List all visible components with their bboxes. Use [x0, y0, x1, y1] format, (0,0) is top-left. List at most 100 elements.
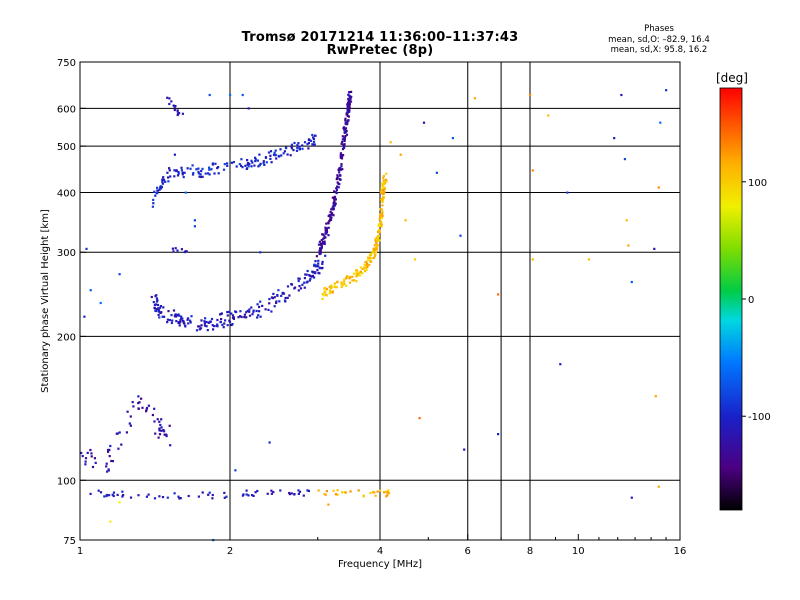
echo-point: [298, 147, 301, 151]
echo-point: [161, 181, 164, 184]
echo-point: [332, 489, 335, 492]
echo-point: [345, 284, 348, 287]
echo-point: [152, 198, 155, 201]
x-tick-label: 4: [377, 546, 383, 557]
echo-point: [251, 161, 254, 164]
echo-point: [173, 153, 176, 156]
echo-point: [187, 317, 190, 320]
echo-point: [197, 172, 200, 175]
echo-point: [162, 306, 165, 309]
echo-point: [275, 157, 278, 160]
echo-point: [168, 102, 171, 106]
echo-point: [363, 270, 367, 273]
echo-point: [371, 491, 374, 494]
echo-point: [308, 279, 311, 282]
y-tick-label: 500: [57, 142, 76, 153]
echo-point: [297, 142, 300, 145]
echo-point: [242, 493, 245, 496]
echo-point: [264, 156, 268, 159]
echo-point: [108, 448, 111, 451]
echo-point: [155, 297, 158, 300]
echo-point: [380, 225, 383, 228]
echo-point: [355, 269, 358, 272]
echo-point: [298, 285, 301, 288]
echo-point: [335, 187, 338, 190]
echo-point: [105, 465, 108, 468]
echo-point: [312, 136, 315, 139]
echo-point: [352, 272, 355, 275]
echo-point: [247, 107, 250, 110]
echo-point: [160, 429, 163, 432]
echo-point: [156, 303, 160, 307]
echo-point: [166, 321, 169, 324]
echo-point: [340, 285, 343, 289]
echo-point: [342, 145, 345, 148]
echo-point: [379, 213, 382, 216]
echo-point: [341, 282, 345, 285]
echo-point: [349, 490, 352, 493]
echo-point: [341, 168, 344, 171]
echo-point: [365, 262, 369, 265]
echo-point: [367, 258, 370, 261]
echo-point: [313, 263, 316, 266]
echo-point: [118, 501, 121, 504]
echo-point: [254, 160, 257, 163]
stats-line-o: mean, sd,O: –82.9, 16.4: [608, 35, 710, 45]
echo-point: [198, 328, 201, 331]
echo-point: [210, 168, 213, 171]
echo-point: [273, 151, 276, 154]
echo-point: [376, 490, 379, 493]
echo-point: [356, 273, 359, 276]
echo-point: [103, 495, 106, 498]
echo-point: [245, 493, 248, 496]
echo-point: [317, 489, 320, 492]
echo-point: [369, 491, 372, 495]
echo-point: [137, 402, 140, 405]
echo-point: [340, 163, 343, 166]
echo-point: [250, 165, 253, 168]
echo-point: [179, 319, 182, 322]
echo-point: [232, 316, 235, 319]
echo-point: [343, 137, 346, 140]
echo-point: [288, 294, 291, 297]
echo-point: [180, 169, 183, 172]
echo-point: [374, 247, 377, 250]
echo-point: [381, 182, 385, 185]
echo-point: [339, 153, 342, 157]
echo-point: [158, 316, 161, 319]
echo-point: [613, 137, 616, 140]
echo-point: [338, 171, 341, 174]
echo-point: [199, 327, 203, 330]
echo-point: [381, 214, 384, 217]
echo-point: [214, 162, 217, 165]
echo-point: [325, 222, 328, 225]
echo-point: [330, 284, 333, 287]
echo-point: [374, 240, 377, 243]
echo-point: [274, 149, 277, 152]
echo-point: [358, 274, 362, 277]
echo-point: [90, 455, 93, 458]
echo-point: [153, 307, 157, 310]
echo-point: [161, 182, 164, 185]
echo-point: [189, 167, 192, 170]
echo-point: [279, 148, 282, 151]
echo-point: [216, 167, 219, 170]
x-axis-label: Frequency [MHz]: [338, 559, 422, 570]
echo-point: [238, 163, 241, 166]
echo-point: [240, 158, 243, 161]
echo-point: [382, 196, 385, 199]
echo-point: [339, 156, 342, 159]
echo-point: [381, 191, 384, 194]
echo-point: [388, 492, 391, 495]
echo-point: [151, 413, 154, 417]
y-tick-label: 200: [57, 332, 76, 343]
echo-point: [341, 140, 344, 143]
echo-point: [109, 444, 112, 448]
echo-point: [343, 139, 346, 142]
echo-point: [234, 310, 237, 313]
echo-point: [321, 260, 324, 263]
echo-point: [380, 198, 383, 201]
echo-point: [413, 258, 417, 261]
echo-point: [270, 161, 273, 164]
echo-point: [181, 319, 184, 323]
